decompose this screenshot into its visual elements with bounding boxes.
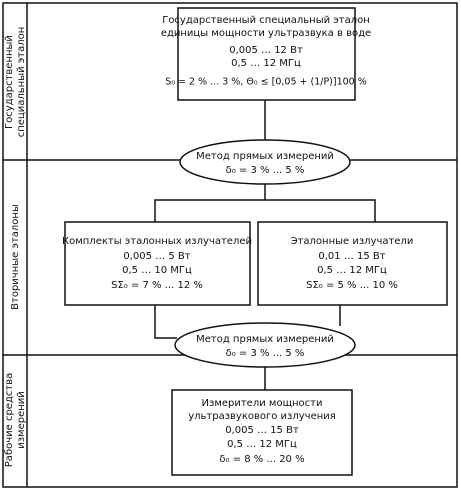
- node-text: ультразвукового излучения: [188, 411, 336, 422]
- node-ellipse: [179, 139, 351, 185]
- node-text: Метод прямых измерений: [196, 151, 334, 162]
- node-text: δ₀ = 8 % ... 20 %: [219, 454, 304, 465]
- section-label-line: Рабочие средства: [4, 373, 15, 467]
- node-text: S₀ = 2 % ... 3 %, Θ₀ ≤ [0,05 + (1/P)]100…: [165, 77, 367, 88]
- node-text: 0,005 … 15 Вт: [225, 425, 299, 436]
- section-label: Вторичные эталоны: [10, 204, 21, 310]
- node-box: [177, 7, 356, 101]
- node-text: 0,5 … 12 МГц: [227, 439, 297, 450]
- section-label-line: Государственный: [4, 35, 15, 129]
- node-text: 0,5 … 12 МГц: [231, 58, 301, 69]
- node-text: 0,01 … 15 Вт: [318, 251, 385, 262]
- node-text: δ₀ = 3 % ... 5 %: [226, 348, 305, 359]
- section-label: Государственный специальный эталон: [4, 27, 27, 138]
- node-text: Эталонные излучатели: [291, 236, 414, 247]
- node-text: SΣ₀ = 5 % ... 10 %: [306, 280, 398, 291]
- node-box: [257, 221, 448, 306]
- section-label-line: специальный эталон: [16, 27, 27, 138]
- node-ellipse: [174, 322, 356, 368]
- node-text: 0,005 … 5 Вт: [123, 251, 190, 262]
- node-text: Государственный специальный эталон: [162, 15, 370, 26]
- node-text: 0,5 … 12 МГц: [317, 265, 387, 276]
- section-label-line: измерений: [16, 391, 27, 449]
- node-text: Метод прямых измерений: [196, 334, 334, 345]
- node-text: SΣ₀ = 7 % ... 12 %: [111, 280, 203, 291]
- node-text: Измерители мощности: [202, 398, 323, 409]
- node-text: δ₀ = 3 % ... 5 %: [226, 165, 305, 176]
- frame: [2, 2, 458, 488]
- node-text: 0,5 … 10 МГц: [122, 265, 192, 276]
- node-text: 0,005 … 12 Вт: [229, 45, 303, 56]
- section-label: Рабочие средства измерений: [4, 373, 27, 467]
- node-box: [64, 221, 251, 306]
- connector: [154, 305, 177, 339]
- connector: [154, 184, 266, 222]
- node-box: [171, 389, 353, 476]
- section-label-line: Вторичные эталоны: [10, 204, 21, 310]
- node-text: Комплекты эталонных излучателей: [62, 236, 252, 247]
- node-text: единицы мощности ультразвука в воде: [161, 28, 371, 39]
- connector: [265, 199, 376, 222]
